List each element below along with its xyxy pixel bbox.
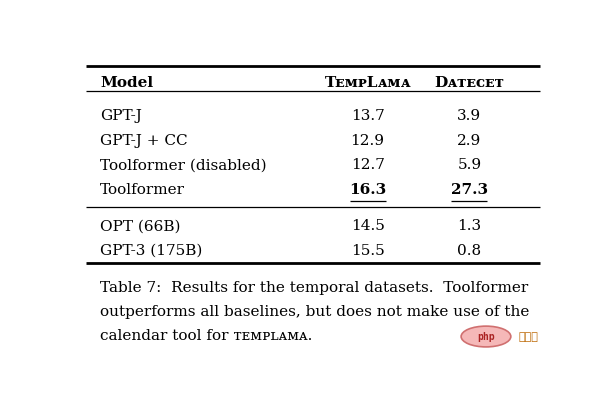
Text: 0.8: 0.8 bbox=[458, 244, 481, 258]
Text: 16.3: 16.3 bbox=[349, 183, 386, 197]
Text: Model: Model bbox=[100, 76, 153, 90]
Ellipse shape bbox=[461, 326, 511, 347]
Text: php: php bbox=[477, 331, 495, 341]
Text: GPT-J + CC: GPT-J + CC bbox=[100, 134, 188, 148]
Text: 12.9: 12.9 bbox=[351, 134, 384, 148]
Text: Toolformer: Toolformer bbox=[100, 183, 185, 197]
Text: 15.5: 15.5 bbox=[351, 244, 384, 258]
Text: OPT (66B): OPT (66B) bbox=[100, 220, 181, 233]
Text: 中文网: 中文网 bbox=[518, 331, 538, 341]
Text: outperforms all baselines, but does not make use of the: outperforms all baselines, but does not … bbox=[100, 305, 529, 319]
Text: 27.3: 27.3 bbox=[451, 183, 488, 197]
Text: 2.9: 2.9 bbox=[457, 134, 481, 148]
Text: 13.7: 13.7 bbox=[351, 110, 384, 123]
Text: 12.7: 12.7 bbox=[351, 158, 384, 172]
Text: 5.9: 5.9 bbox=[458, 158, 481, 172]
Text: 14.5: 14.5 bbox=[351, 220, 384, 233]
Text: GPT-3 (175B): GPT-3 (175B) bbox=[100, 244, 202, 258]
Text: Dᴀᴛᴇᴄᴇᴛ: Dᴀᴛᴇᴄᴇᴛ bbox=[434, 76, 505, 90]
Text: TᴇᴍᴘLᴀᴍᴀ: TᴇᴍᴘLᴀᴍᴀ bbox=[324, 76, 411, 90]
Text: Toolformer (disabled): Toolformer (disabled) bbox=[100, 158, 266, 172]
Text: 3.9: 3.9 bbox=[458, 110, 481, 123]
Text: calendar tool for ᴛᴇᴍᴘʟᴀᴍᴀ.: calendar tool for ᴛᴇᴍᴘʟᴀᴍᴀ. bbox=[100, 329, 312, 343]
Text: 1.3: 1.3 bbox=[458, 220, 481, 233]
Text: GPT-J: GPT-J bbox=[100, 110, 142, 123]
Text: Table 7:  Results for the temporal datasets.  Toolformer: Table 7: Results for the temporal datase… bbox=[100, 281, 529, 295]
